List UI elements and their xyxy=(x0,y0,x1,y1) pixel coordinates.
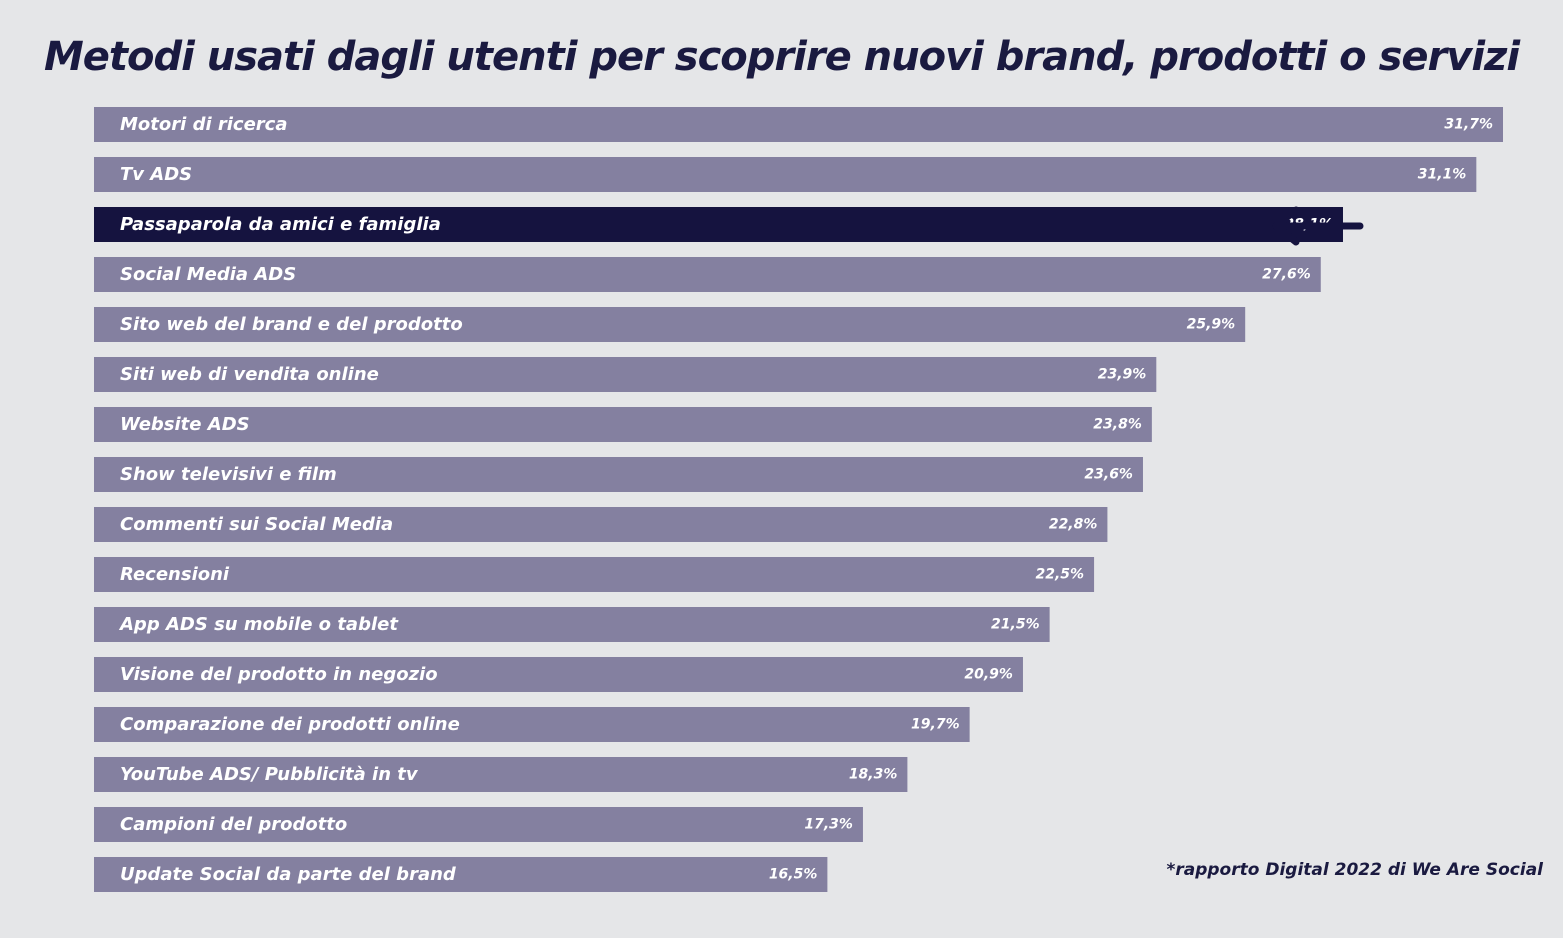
value-label: 23,8% xyxy=(1093,417,1142,433)
category-label: Passaparola da amici e famiglia xyxy=(120,214,441,235)
bar xyxy=(94,157,1477,192)
value-label: 22,5% xyxy=(1036,567,1085,583)
value-label: 25,9% xyxy=(1187,317,1236,333)
bar xyxy=(94,707,970,742)
value-label: 18,3% xyxy=(849,767,898,783)
bar xyxy=(94,607,1050,642)
category-label: YouTube ADS/ Pubblicità in tv xyxy=(120,764,419,785)
category-label: Siti web di vendita online xyxy=(120,364,379,385)
bar xyxy=(94,857,828,892)
bar xyxy=(94,307,1246,342)
bar xyxy=(94,357,1157,392)
value-label: 23,6% xyxy=(1084,467,1133,483)
value-label: 31,1% xyxy=(1418,167,1467,183)
category-label: Campioni del prodotto xyxy=(120,814,347,835)
bar xyxy=(94,207,1343,242)
value-label: 23,9% xyxy=(1098,367,1147,383)
value-label: 22,8% xyxy=(1049,517,1098,533)
category-label: Motori di ricerca xyxy=(120,114,288,135)
value-label: 27,6% xyxy=(1262,267,1311,283)
category-label: Commenti sui Social Media xyxy=(120,514,393,535)
source-note: *rapporto Digital 2022 di We Are Social xyxy=(1166,860,1543,880)
bar xyxy=(94,457,1143,492)
bar xyxy=(94,107,1503,142)
value-label: 31,7% xyxy=(1444,117,1493,133)
arrow-left-icon xyxy=(1272,206,1364,246)
category-label: Update Social da parte del brand xyxy=(120,864,457,885)
value-label: 16,5% xyxy=(769,867,818,883)
bar xyxy=(94,257,1321,292)
category-label: App ADS su mobile o tablet xyxy=(118,614,399,635)
chart-title: Metodi usati dagli utenti per scoprire n… xyxy=(43,34,1520,80)
value-label: 17,3% xyxy=(804,817,853,833)
bar xyxy=(94,657,1023,692)
category-label: Comparazione dei prodotti online xyxy=(120,714,460,735)
bar xyxy=(94,507,1108,542)
category-label: Sito web del brand e del prodotto xyxy=(120,314,463,335)
bar xyxy=(94,557,1095,592)
category-label: Recensioni xyxy=(120,564,230,585)
bars-group: Motori di ricerca 31,7% Tv ADS 31,1% Passapa… xyxy=(94,107,1503,892)
value-label: 19,7% xyxy=(911,717,960,733)
category-label: Visione del prodotto in negozio xyxy=(120,664,438,685)
bar xyxy=(94,407,1152,442)
bar xyxy=(94,807,863,842)
category-label: Show televisivi e film xyxy=(120,464,337,485)
category-label: Website ADS xyxy=(120,414,250,435)
category-label: Tv ADS xyxy=(120,164,192,185)
value-label: 20,9% xyxy=(964,667,1013,683)
bar xyxy=(94,757,908,792)
value-label: 21,5% xyxy=(991,617,1040,633)
category-label: Social Media ADS xyxy=(120,264,296,285)
